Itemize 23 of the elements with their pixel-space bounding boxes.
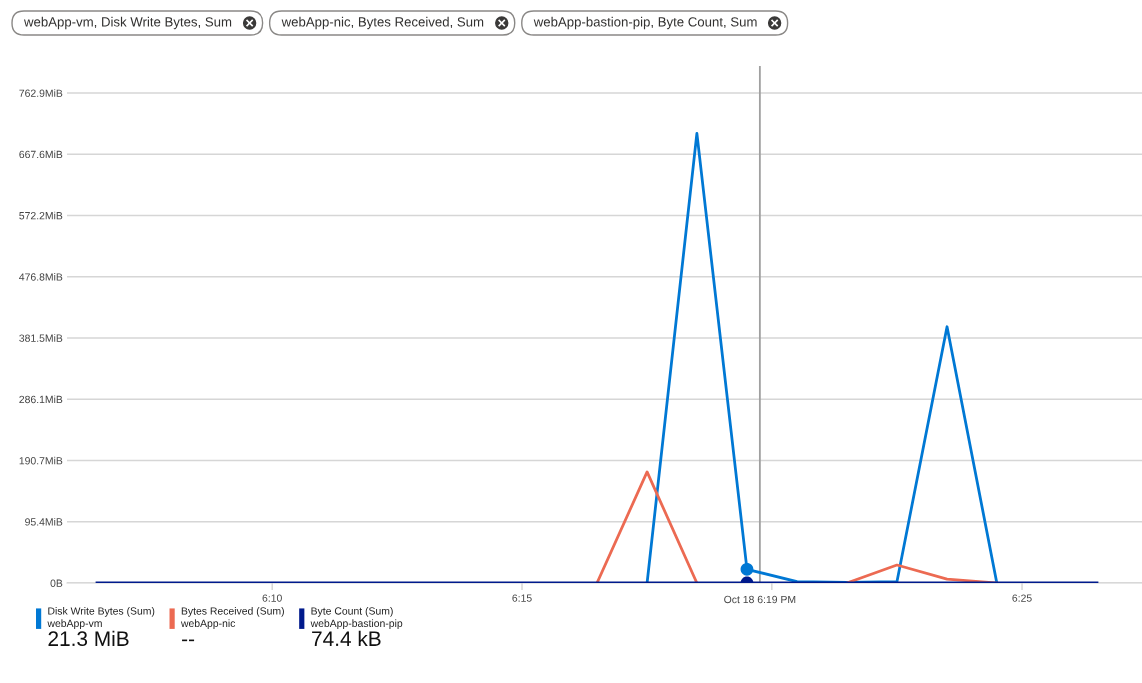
text: 21.3 MiB [48, 630, 129, 647]
legend-label: Disk Write Bytes (Sum) webApp-vm [47, 607, 155, 630]
y-tick-label: 476.8MiB [19, 273, 63, 281]
y-tick-label: 0B [50, 579, 63, 587]
y-tick-label: 381.5MiB [19, 334, 63, 342]
text: -- [182, 639, 195, 642]
text: webApp-vm, Disk Write Bytes, Sum [23, 16, 232, 30]
legend-label: Bytes Received (Sum) webApp-nic [180, 607, 284, 630]
y-tick-label: 190.7MiB [19, 456, 63, 465]
x-tick-label: 6:25 [1012, 594, 1032, 602]
y-tick-label: 286.1MiB [19, 395, 63, 404]
line-series [645, 132, 999, 583]
x-tick-label: 6:10 [262, 594, 282, 602]
y-tick-label: 667.6MiB [19, 150, 63, 159]
text: webApp-bastion-pip, Byte Count, Sum [533, 16, 757, 30]
text: 74.4 kB [312, 630, 381, 646]
legend-label: Byte Count (Sum) webApp-bastion-pip [310, 607, 403, 630]
y-tick-label: 95.4MiB [25, 517, 63, 526]
y-tick-label: 572.2MiB [19, 211, 63, 220]
x-tick-label: 6:15 [512, 594, 532, 602]
text: webApp-nic, Bytes Received, Sum [281, 16, 484, 30]
ref-line-label: Oct 18 6:19 PM [724, 595, 796, 604]
y-tick-label: 762.9MiB [19, 89, 63, 97]
